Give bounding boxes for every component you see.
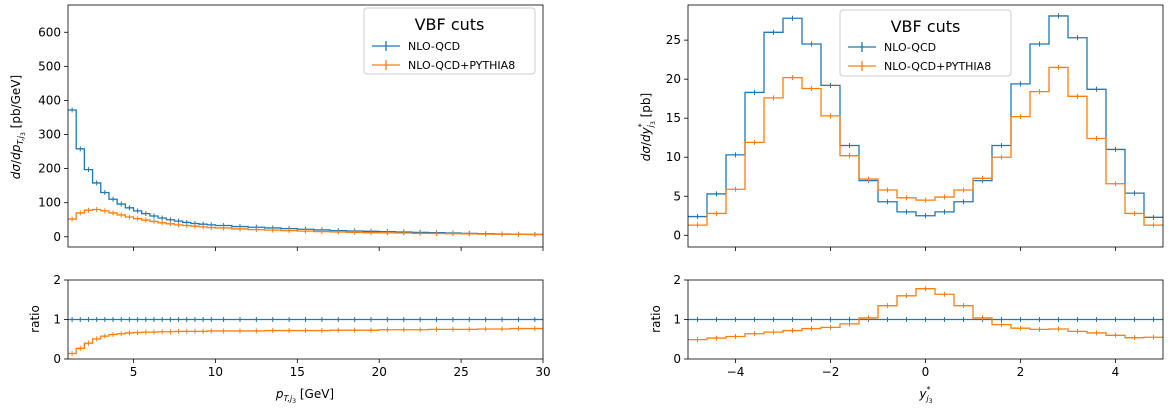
xtick-label-left-ratio-3: 20 [372, 365, 387, 379]
right-main-ylabel: dσ/dy*j3 [pb] [637, 93, 657, 161]
right-main-series [688, 13, 1163, 228]
right-legend-label-pythia: NLO-QCD+PYTHIA8 [884, 60, 991, 73]
left-xlabel: pT,j3 [GeV] [275, 387, 334, 405]
ytick-label-left-main-2: 200 [38, 162, 61, 176]
right-ratio-ylabel: ratio [649, 305, 663, 333]
right-ratio-ticks: −4 −2 0 2 4 0 1 2 [673, 273, 1119, 379]
ytick-label-right-main-1: 5 [673, 189, 681, 203]
left-legend: VBF cuts NLO-QCD NLO-QCD+PYTHIA8 [363, 7, 536, 75]
ytick-label-left-ratio-2: 2 [53, 273, 61, 287]
right-xlabel: y* j3 [918, 385, 932, 405]
left-main-ylabel: dσ/dpT,j3 [pb/GeV] [9, 75, 27, 179]
left-ratio-ticks: 5 10 15 20 25 30 0 1 2 [53, 273, 550, 379]
left-legend-label-pythia: NLO-QCD+PYTHIA8 [408, 59, 515, 72]
svg-text:dσ/dy*j3 [pb]: dσ/dy*j3 [pb] [637, 93, 657, 161]
left-legend-label-nlo: NLO-QCD [408, 40, 460, 53]
xtick-label-right-ratio-4: 4 [1112, 365, 1120, 379]
xtick-label-left-ratio-4: 25 [453, 365, 468, 379]
right-legend-title: VBF cuts [891, 17, 961, 36]
xtick-label-left-ratio-0: 5 [130, 365, 138, 379]
right-main-frame [687, 4, 1164, 248]
ytick-label-left-main-0: 0 [53, 230, 61, 244]
ytick-label-right-main-3: 15 [666, 111, 681, 125]
xtick-label-left-ratio-1: 10 [208, 365, 223, 379]
xtick-label-right-ratio-1: −2 [822, 365, 840, 379]
xtick-label-right-ratio-3: 2 [1017, 365, 1025, 379]
left-ratio-frame [67, 279, 544, 360]
ytick-label-left-main-3: 300 [38, 128, 61, 142]
right-main-ticks: 0 5 10 15 20 25 [666, 33, 1116, 251]
svg-text:dσ/dpT,j3 [pb/GeV]: dσ/dpT,j3 [pb/GeV] [9, 75, 27, 179]
left-legend-title: VBF cuts [415, 15, 485, 34]
left-main-frame [67, 4, 544, 248]
ytick-label-left-main-1: 100 [38, 196, 61, 210]
series-line-left-ratio-1 [68, 327, 543, 355]
left-main-ticks: 0 100 200 300 400 500 600 [38, 25, 544, 251]
xtick-label-right-ratio-2: 0 [922, 365, 930, 379]
xtick-label-left-ratio-5: 30 [535, 365, 550, 379]
ytick-label-right-main-4: 20 [666, 72, 681, 86]
right-ratio-series [688, 286, 1163, 343]
left-ratio-panel: 5 10 15 20 25 30 0 1 2 ratio pT,j3 [GeV] [28, 273, 551, 405]
ytick-label-right-main-0: 0 [673, 228, 681, 242]
ytick-label-right-ratio-0: 0 [673, 352, 681, 366]
left-ratio-series [68, 317, 543, 356]
ytick-label-right-ratio-2: 2 [673, 273, 681, 287]
ytick-label-left-ratio-1: 1 [53, 313, 61, 327]
ytick-label-right-main-5: 25 [666, 33, 681, 47]
xtick-label-right-ratio-0: −4 [727, 365, 745, 379]
right-main-panel: 0 5 10 15 20 25 dσ/dy*j3 [pb] VBF cuts NLO-QC… [637, 4, 1164, 251]
ytick-label-right-main-2: 10 [666, 150, 681, 164]
left-ratio-ylabel: ratio [28, 305, 42, 333]
right-legend-box [839, 9, 1012, 77]
ytick-label-right-ratio-1: 1 [673, 313, 681, 327]
ytick-label-left-main-4: 400 [38, 93, 61, 107]
right-legend-label-nlo: NLO-QCD [884, 41, 936, 54]
right-ratio-panel: −4 −2 0 2 4 0 1 2 ratio y* j3 [649, 273, 1164, 405]
ytick-label-left-main-6: 600 [38, 25, 61, 39]
left-main-series [68, 107, 543, 238]
right-ratio-frame [687, 279, 1164, 360]
xtick-label-left-ratio-2: 15 [290, 365, 305, 379]
ytick-label-left-main-5: 500 [38, 59, 61, 73]
left-legend-box [363, 7, 536, 75]
right-legend: VBF cuts NLO-QCD NLO-QCD+PYTHIA8 [839, 9, 1012, 77]
ytick-label-left-ratio-0: 0 [53, 352, 61, 366]
left-main-panel: 0 100 200 300 400 500 600 dσ/dpT,j3 [pb/GeV] V… [9, 4, 544, 251]
